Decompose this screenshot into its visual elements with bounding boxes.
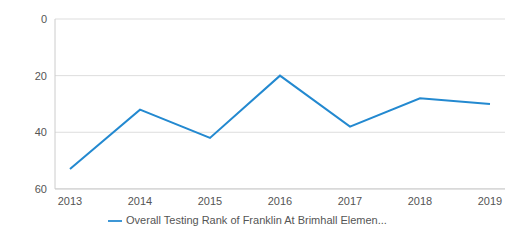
- svg-text:0: 0: [41, 13, 47, 25]
- svg-text:60: 60: [35, 183, 47, 195]
- svg-text:40: 40: [35, 126, 47, 138]
- svg-text:2019: 2019: [478, 195, 502, 207]
- svg-text:2015: 2015: [198, 195, 222, 207]
- svg-text:2016: 2016: [268, 195, 292, 207]
- svg-text:2014: 2014: [128, 195, 152, 207]
- svg-text:20: 20: [35, 70, 47, 82]
- svg-text:2013: 2013: [58, 195, 82, 207]
- svg-text:2018: 2018: [408, 195, 432, 207]
- svg-text:2017: 2017: [338, 195, 362, 207]
- html-text:Overall Testing Rank of Frankl: Overall Testing Rank of Franklin At Brim…: [126, 213, 387, 226]
